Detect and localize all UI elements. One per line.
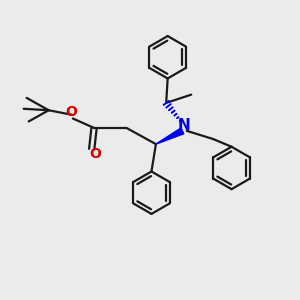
- Text: O: O: [65, 105, 77, 119]
- Text: O: O: [89, 147, 101, 161]
- Polygon shape: [156, 128, 184, 144]
- Text: N: N: [178, 118, 190, 133]
